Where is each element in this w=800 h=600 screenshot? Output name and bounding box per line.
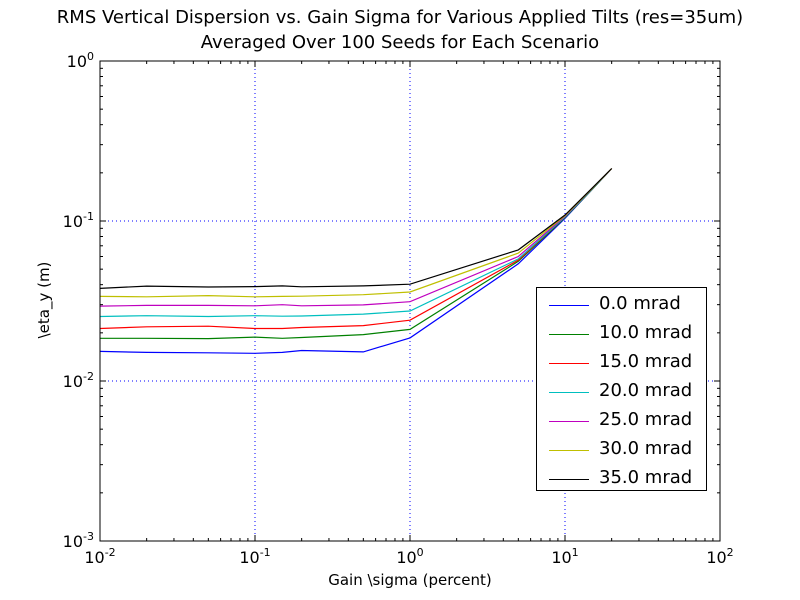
legend-label: 20.0 mrad <box>599 380 693 401</box>
y-tick-label: 100 <box>67 50 94 71</box>
x-axis-label: Gain \sigma (percent) <box>328 571 492 589</box>
legend-item: 30.0 mrad <box>537 436 707 465</box>
legend-label: 25.0 mrad <box>599 409 693 430</box>
y-tick-label: 10-2 <box>63 370 94 391</box>
x-tick-label: 101 <box>551 546 578 567</box>
series-line <box>99 168 613 289</box>
legend-swatch <box>549 392 589 393</box>
legend-label: 35.0 mrad <box>599 467 693 488</box>
legend-item: 0.0 mrad <box>537 291 707 320</box>
legend-item: 10.0 mrad <box>537 320 707 349</box>
y-axis-label: \eta_y (m) <box>35 261 53 339</box>
x-tick-label: 102 <box>706 546 733 567</box>
series-line <box>99 168 613 298</box>
legend-label: 30.0 mrad <box>599 438 693 459</box>
legend-swatch <box>549 305 589 306</box>
x-tick-label: 100 <box>396 546 423 567</box>
chart-subtitle: Averaged Over 100 Seeds for Each Scenari… <box>200 32 600 53</box>
legend-swatch <box>549 334 589 335</box>
legend-label: 10.0 mrad <box>599 322 693 343</box>
y-tick-label: 10-1 <box>63 210 94 231</box>
legend-swatch <box>549 421 589 422</box>
x-tick-label: 10-1 <box>239 546 270 567</box>
series-line <box>100 168 613 340</box>
legend-item: 25.0 mrad <box>537 407 707 436</box>
legend-label: 15.0 mrad <box>599 351 693 372</box>
legend-item: 20.0 mrad <box>537 378 707 407</box>
legend-swatch <box>549 450 589 451</box>
y-tick-label: 10-3 <box>63 530 94 551</box>
legend-item: 15.0 mrad <box>537 349 707 378</box>
legend: 0.0 mrad 10.0 mrad 15.0 mrad 20.0 mrad 25.0 … <box>536 287 707 491</box>
legend-item: 35.0 mrad <box>537 465 707 494</box>
legend-label: 0.0 mrad <box>599 293 681 314</box>
x-tick-label: 10-2 <box>84 546 115 567</box>
legend-swatch <box>549 479 589 480</box>
legend-swatch <box>549 363 589 364</box>
chart-title: RMS Vertical Dispersion vs. Gain Sigma f… <box>56 7 744 28</box>
